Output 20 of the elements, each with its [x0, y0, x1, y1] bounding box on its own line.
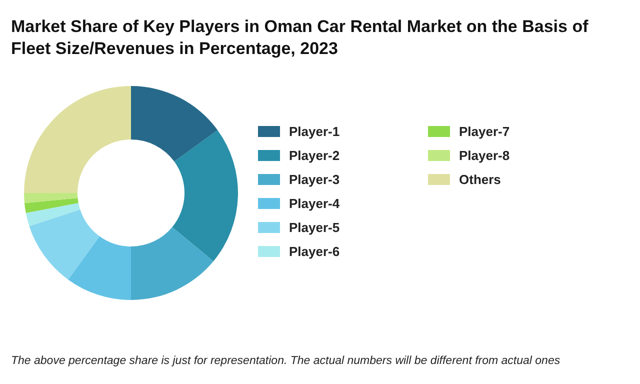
legend-label: Player-1: [289, 124, 340, 139]
legend-label: Player-2: [289, 148, 340, 163]
chart-title: Market Share of Key Players in Oman Car Rental Market on the Basis of Fleet Size/Revenues in Percentage, 2023: [11, 17, 589, 58]
donut-slice: [24, 198, 78, 214]
donut-slice: [131, 227, 214, 300]
legend-label: Others: [459, 172, 501, 187]
legend-label: Player-4: [289, 196, 340, 211]
donut-slice: [29, 210, 100, 280]
donut-slice: [24, 193, 78, 204]
text: The above percentage share is just for representation. The actual numbers will be different from actual ones: [11, 355, 560, 367]
donut-slice: [68, 236, 131, 300]
legend-label: Player-3: [289, 172, 340, 187]
legend-label: Player-7: [459, 124, 510, 139]
legend-label: Player-5: [289, 220, 340, 235]
legend-label: Player-8: [459, 148, 510, 163]
donut-slice: [131, 86, 218, 162]
donut-slice: [172, 130, 238, 262]
donut-slice: [24, 86, 131, 193]
donut-slice: [26, 203, 80, 226]
legend-label: Player-6: [289, 244, 340, 259]
